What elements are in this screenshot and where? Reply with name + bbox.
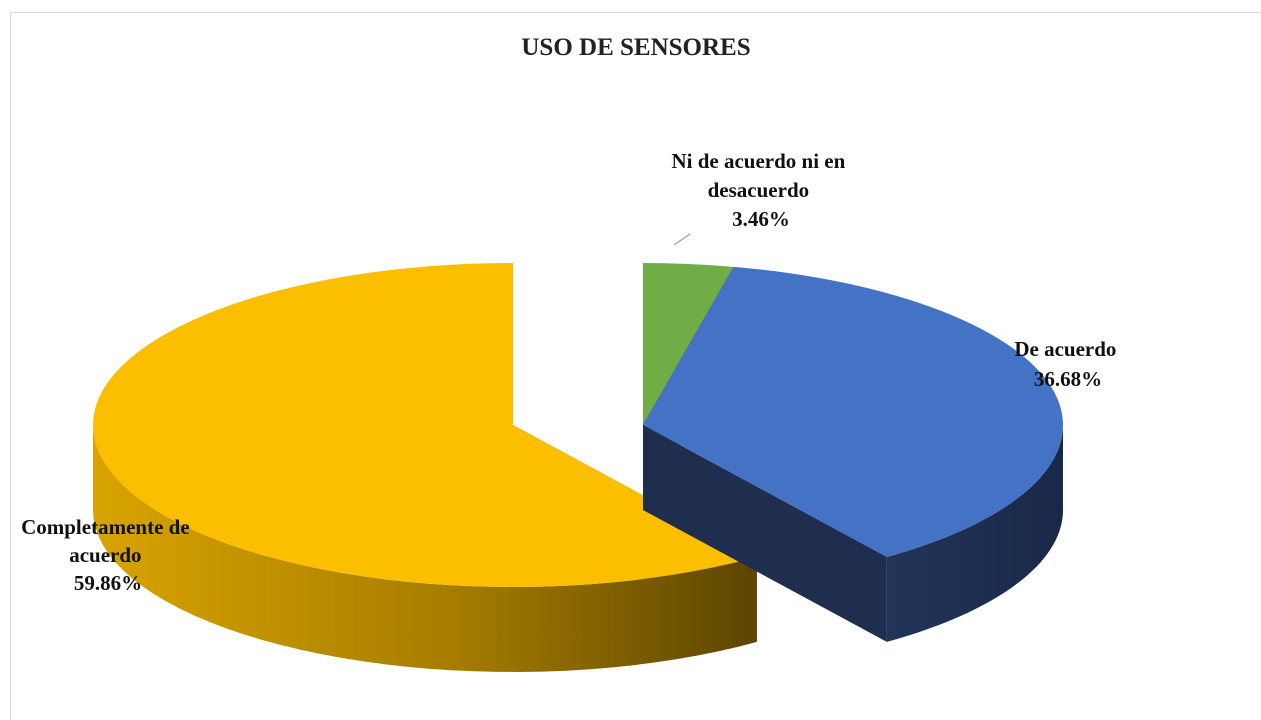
slice-label-1: De acuerdo 36.68% (1014, 337, 1121, 391)
slice-label-0: Ni de acuerdo ni en desacuerdo 3.46% (671, 149, 850, 231)
slice-0-top (643, 263, 734, 425)
slice-value-label-1: 36.68% (1034, 367, 1102, 391)
slice-label-2-line-1: Completamente de (21, 515, 190, 539)
slice-2-top (93, 263, 757, 588)
chart-title: USO DE SENSORES (521, 34, 750, 61)
slice-value-label-2: 59.86% (74, 571, 142, 595)
slice-1-top (643, 266, 1064, 557)
chart-frame (10, 12, 1261, 720)
slice-1 (643, 266, 1064, 642)
slices-layer (93, 263, 1064, 672)
slice-label-2-line-2: acuerdo (69, 543, 141, 567)
slice-label-0-line-2: desacuerdo (708, 178, 810, 202)
slice-label-0-line-1: Ni de acuerdo ni en (671, 149, 845, 173)
slice-label-2: Completamente de acuerdo 59.86% (21, 515, 195, 595)
slice-label-1-line-1: De acuerdo (1014, 337, 1116, 361)
slice-value-label-0: 3.46% (732, 207, 790, 231)
slice-2 (93, 263, 757, 672)
leader-line-slice-0 (673, 233, 691, 246)
